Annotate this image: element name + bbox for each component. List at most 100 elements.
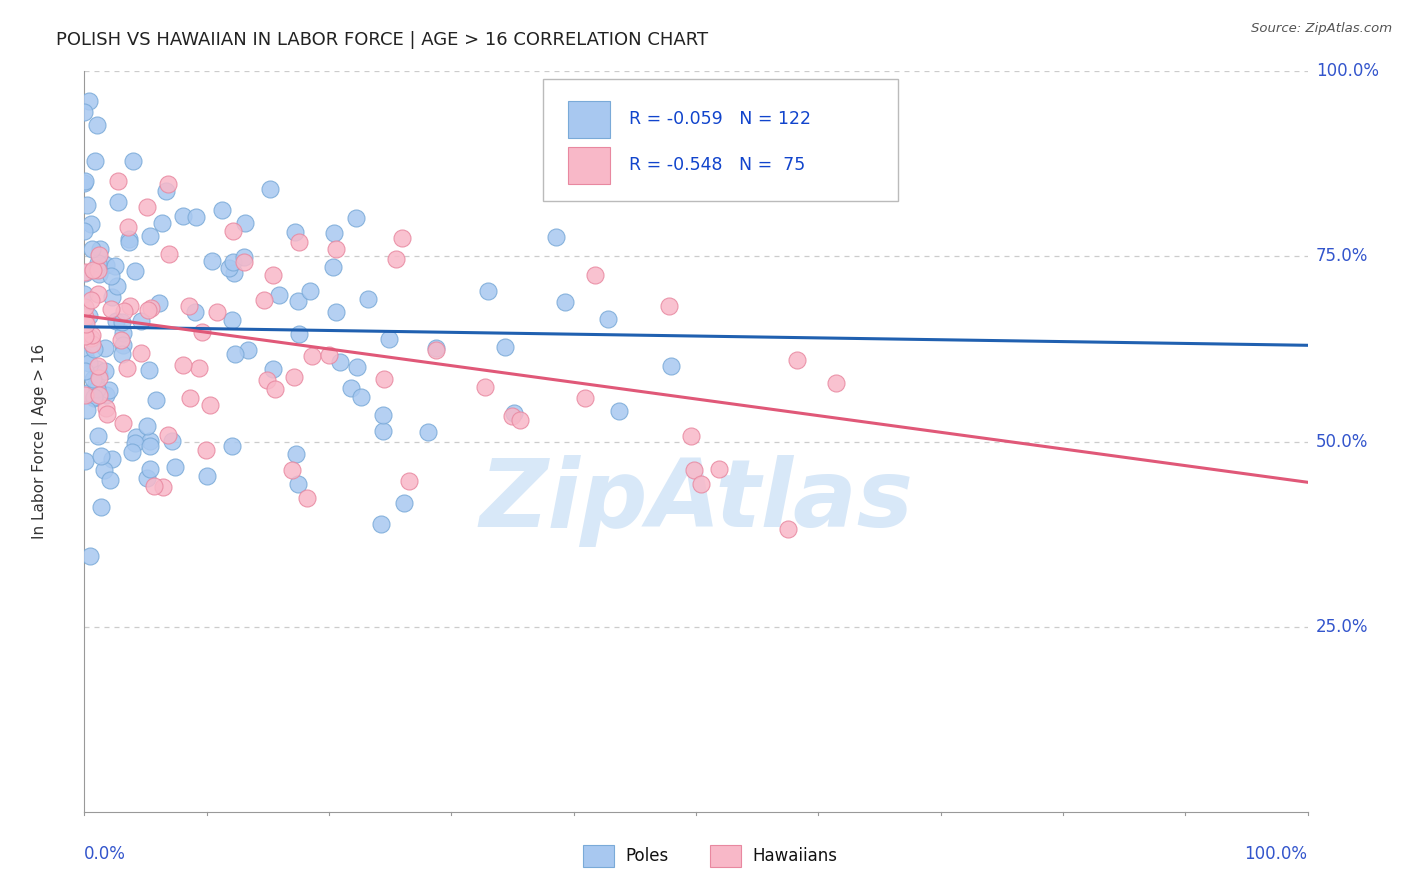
Point [509, 412, 531, 426]
Point [131, 346, 153, 360]
Text: 25.0%: 25.0% [1316, 617, 1368, 636]
Point [184, 210, 207, 224]
Point [75, 265, 97, 279]
FancyBboxPatch shape [568, 101, 610, 138]
Point [83, 390, 105, 404]
Point [222, 266, 245, 280]
Point [377, 332, 399, 346]
Point [94, 341, 117, 355]
Point [118, 235, 141, 249]
Point [107, 194, 129, 209]
Point [349, 390, 371, 404]
Point [596, 312, 619, 326]
Point [89, 267, 111, 281]
Point [344, 211, 367, 225]
Point [288, 235, 311, 249]
Point [145, 393, 167, 408]
Point [607, 403, 630, 417]
Point [222, 224, 245, 238]
Point [301, 349, 323, 363]
Point [371, 425, 394, 439]
Point [84, 377, 107, 392]
Point [224, 347, 246, 361]
Point [163, 459, 186, 474]
Point [325, 305, 347, 319]
Point [139, 301, 162, 315]
Point [280, 463, 302, 477]
Point [288, 326, 311, 341]
Point [94, 364, 117, 378]
Point [105, 279, 128, 293]
Point [155, 184, 177, 198]
Point [357, 292, 380, 306]
Point [104, 314, 127, 328]
Point [284, 225, 307, 239]
Point [75, 174, 97, 188]
Point [287, 293, 309, 308]
Point [392, 496, 415, 510]
Point [284, 447, 307, 461]
Point [136, 471, 159, 485]
Point [73, 364, 96, 378]
Point [287, 476, 309, 491]
Point [121, 444, 143, 458]
Point [218, 261, 240, 276]
Point [689, 477, 711, 491]
Point [232, 255, 254, 269]
Point [73, 176, 96, 190]
Point [233, 216, 256, 230]
Point [75, 454, 97, 468]
Point [87, 388, 110, 402]
Point [83, 343, 105, 357]
Text: Hawaiians: Hawaiians [752, 847, 837, 865]
Point [75, 349, 97, 363]
Point [256, 373, 278, 387]
Text: 75.0%: 75.0% [1316, 247, 1368, 266]
Point [283, 370, 305, 384]
Point [112, 303, 135, 318]
Point [112, 338, 135, 352]
Point [82, 328, 104, 343]
Point [75, 310, 97, 325]
Point [659, 359, 682, 373]
Point [339, 381, 361, 395]
Point [112, 326, 135, 341]
Point [73, 266, 96, 280]
Point [179, 391, 201, 405]
Point [76, 386, 98, 401]
Point [131, 314, 153, 328]
Point [87, 286, 110, 301]
Point [658, 299, 681, 313]
Point [79, 549, 101, 564]
Point [87, 256, 110, 270]
Point [80, 337, 103, 351]
Point [90, 449, 112, 463]
Text: 0.0%: 0.0% [84, 845, 127, 863]
Text: Poles: Poles [626, 847, 669, 865]
Point [267, 288, 290, 302]
Point [179, 300, 201, 314]
Point [156, 177, 179, 191]
Point [75, 317, 97, 331]
Point [318, 348, 340, 362]
Text: R = -0.059   N = 122: R = -0.059 N = 122 [628, 111, 811, 128]
Point [100, 301, 122, 316]
Point [190, 325, 212, 339]
Point [325, 242, 347, 256]
Point [136, 303, 159, 318]
Point [82, 263, 104, 277]
Point [94, 388, 117, 402]
Point [152, 481, 174, 495]
Point [111, 416, 134, 430]
Point [373, 372, 395, 386]
Text: In Labor Force | Age > 16: In Labor Force | Age > 16 [32, 344, 48, 539]
Point [79, 356, 101, 370]
Point [172, 358, 194, 372]
Point [222, 255, 245, 269]
Point [707, 462, 730, 476]
Point [89, 248, 111, 262]
Point [82, 372, 104, 386]
Point [322, 260, 344, 274]
Text: 100.0%: 100.0% [1244, 845, 1308, 863]
Point [583, 268, 606, 282]
